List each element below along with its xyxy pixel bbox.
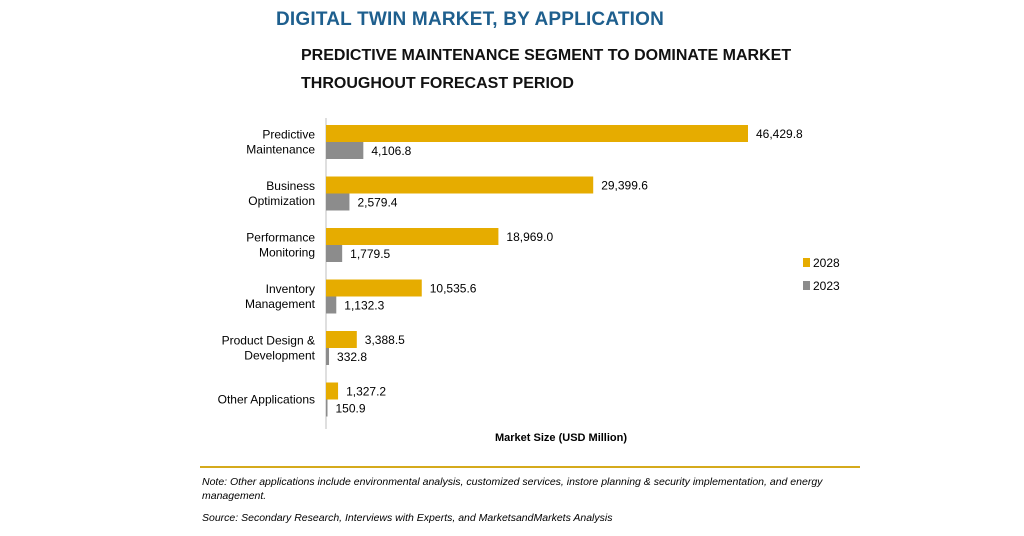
- chart-subtitle: PREDICTIVE MAINTENANCE SEGMENT TO DOMINA…: [301, 47, 792, 92]
- legend-label: 2028: [813, 256, 840, 270]
- category-label: Management: [245, 297, 316, 311]
- footnote: Note: Other applications include environ…: [202, 476, 823, 502]
- source-line: Source: Secondary Research, Interviews w…: [202, 512, 613, 524]
- bar-2028: [326, 228, 499, 245]
- bar-2028: [326, 176, 594, 194]
- category-label: Inventory: [266, 282, 315, 296]
- category-label: Monitoring: [259, 246, 315, 260]
- legend-swatch-2028: [803, 258, 810, 267]
- bar-2023: [326, 348, 330, 365]
- data-label: 1,327.2: [346, 385, 386, 399]
- bar-2023: [326, 142, 364, 159]
- category-label: Maintenance: [246, 143, 315, 157]
- chart-title: DIGITAL TWIN MARKET, BY APPLICATION: [276, 9, 665, 30]
- category-label: Predictive: [262, 128, 315, 142]
- data-label: 29,399.6: [601, 179, 648, 193]
- data-label: 4,106.8: [371, 144, 411, 158]
- legend-label: 2023: [813, 279, 840, 293]
- category-label: Development: [244, 349, 315, 363]
- data-label: 3,388.5: [365, 333, 405, 347]
- x-axis-title: Market Size (USD Million): [495, 432, 628, 444]
- data-label: 1,779.5: [350, 247, 390, 261]
- legend-swatch-2023: [803, 281, 810, 290]
- category-label: Performance: [246, 231, 315, 245]
- data-label: 46,429.8: [756, 127, 803, 141]
- bar-2028: [326, 125, 748, 142]
- bar-2023: [326, 193, 350, 211]
- bar-2023: [326, 399, 328, 417]
- category-label: Optimization: [248, 194, 315, 208]
- data-label: 1,132.3: [344, 299, 384, 313]
- category-label: Other Applications: [218, 393, 315, 407]
- bar-2028: [326, 331, 357, 348]
- bar-2028: [326, 382, 339, 400]
- category-label: Business: [266, 179, 315, 193]
- divider-rule: [200, 466, 860, 468]
- category-label: Product Design &: [222, 334, 315, 348]
- data-label: 10,535.6: [430, 282, 477, 296]
- data-label: 150.9: [336, 402, 366, 416]
- data-label: 332.8: [337, 350, 367, 364]
- bar-2023: [326, 296, 337, 314]
- bar-2028: [326, 279, 422, 297]
- bar-2023: [326, 245, 343, 262]
- data-label: 18,969.0: [506, 230, 553, 244]
- data-label: 2,579.4: [357, 196, 397, 210]
